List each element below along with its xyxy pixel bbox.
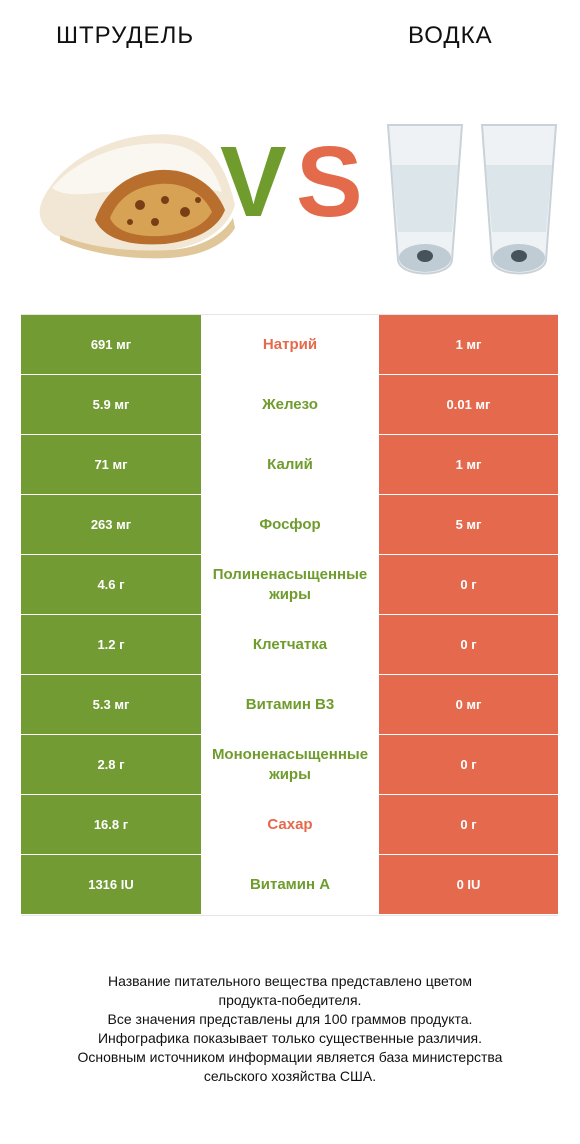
table-row: 1316 IU Витамин A 0 IU [21,855,558,916]
footer-line: Название питательного вещества представл… [107,973,473,989]
strudel-image [39,134,235,259]
left-value: 2.8 г [21,735,201,794]
vs-letter-s: S [296,126,363,238]
right-value: 1 мг [379,315,558,374]
left-value: 16.8 г [21,795,201,854]
hero-illustration [39,124,558,275]
left-product-title: ШТРУДЕЛЬ [56,22,195,49]
nutrient-label: Калий [201,435,379,494]
right-value: 1 мг [379,435,558,494]
right-product-title: ВОДКА [408,22,493,49]
right-value: 5 мг [379,495,558,554]
right-value: 0 мг [379,675,558,734]
left-value: 691 мг [21,315,201,374]
left-value: 71 мг [21,435,201,494]
right-value: 0 г [379,615,558,674]
right-value: 0 IU [379,855,558,914]
table-row: 2.8 г Мононенасыщенные жиры 0 г [21,735,558,796]
footer-line: Все значения представлены для 100 граммо… [107,1011,473,1027]
table-row: 4.6 г Полиненасыщенные жиры 0 г [21,555,558,616]
left-value: 5.3 мг [21,675,201,734]
table-row: 5.3 мг Витамин B3 0 мг [21,675,558,736]
footer-line: Инфографика показывает только существенн… [97,1030,483,1046]
table-row: 5.9 мг Железо 0.01 мг [21,375,558,436]
left-value: 5.9 мг [21,375,201,434]
left-value: 4.6 г [21,555,201,614]
nutrient-label: Сахар [201,795,379,854]
table-row: 71 мг Калий 1 мг [21,435,558,496]
comparison-table: 691 мг Натрий 1 мг 5.9 мг Железо 0.01 мг… [21,314,558,916]
nutrient-label: Натрий [201,315,379,374]
table-row: 263 мг Фосфор 5 мг [21,495,558,556]
table-row: 1.2 г Клетчатка 0 г [21,615,558,676]
footer-line: продукта-победителя. [218,992,362,1008]
nutrient-label: Полиненасыщенные жиры [201,555,379,614]
left-value: 1.2 г [21,615,201,674]
nutrient-label: Фосфор [201,495,379,554]
nutrient-label: Железо [201,375,379,434]
vodka-glasses-image [386,124,558,275]
right-value: 0 г [379,795,558,854]
footer-line: сельского хозяйства США. [203,1068,377,1084]
nutrient-label: Витамин B3 [201,675,379,734]
right-value: 0 г [379,735,558,794]
right-value: 0.01 мг [379,375,558,434]
nutrient-label: Витамин A [201,855,379,914]
table-row: 691 мг Натрий 1 мг [21,315,558,376]
nutrient-label: Мононенасыщенные жиры [201,735,379,794]
right-value: 0 г [379,555,558,614]
footer-note: Название питательного вещества представл… [20,972,560,1086]
vs-letter-v: V [220,126,287,238]
table-row: 16.8 г Сахар 0 г [21,795,558,856]
nutrient-label: Клетчатка [201,615,379,674]
left-value: 1316 IU [21,855,201,914]
footer-line: Основным источником информации является … [77,1049,503,1065]
left-value: 263 мг [21,495,201,554]
